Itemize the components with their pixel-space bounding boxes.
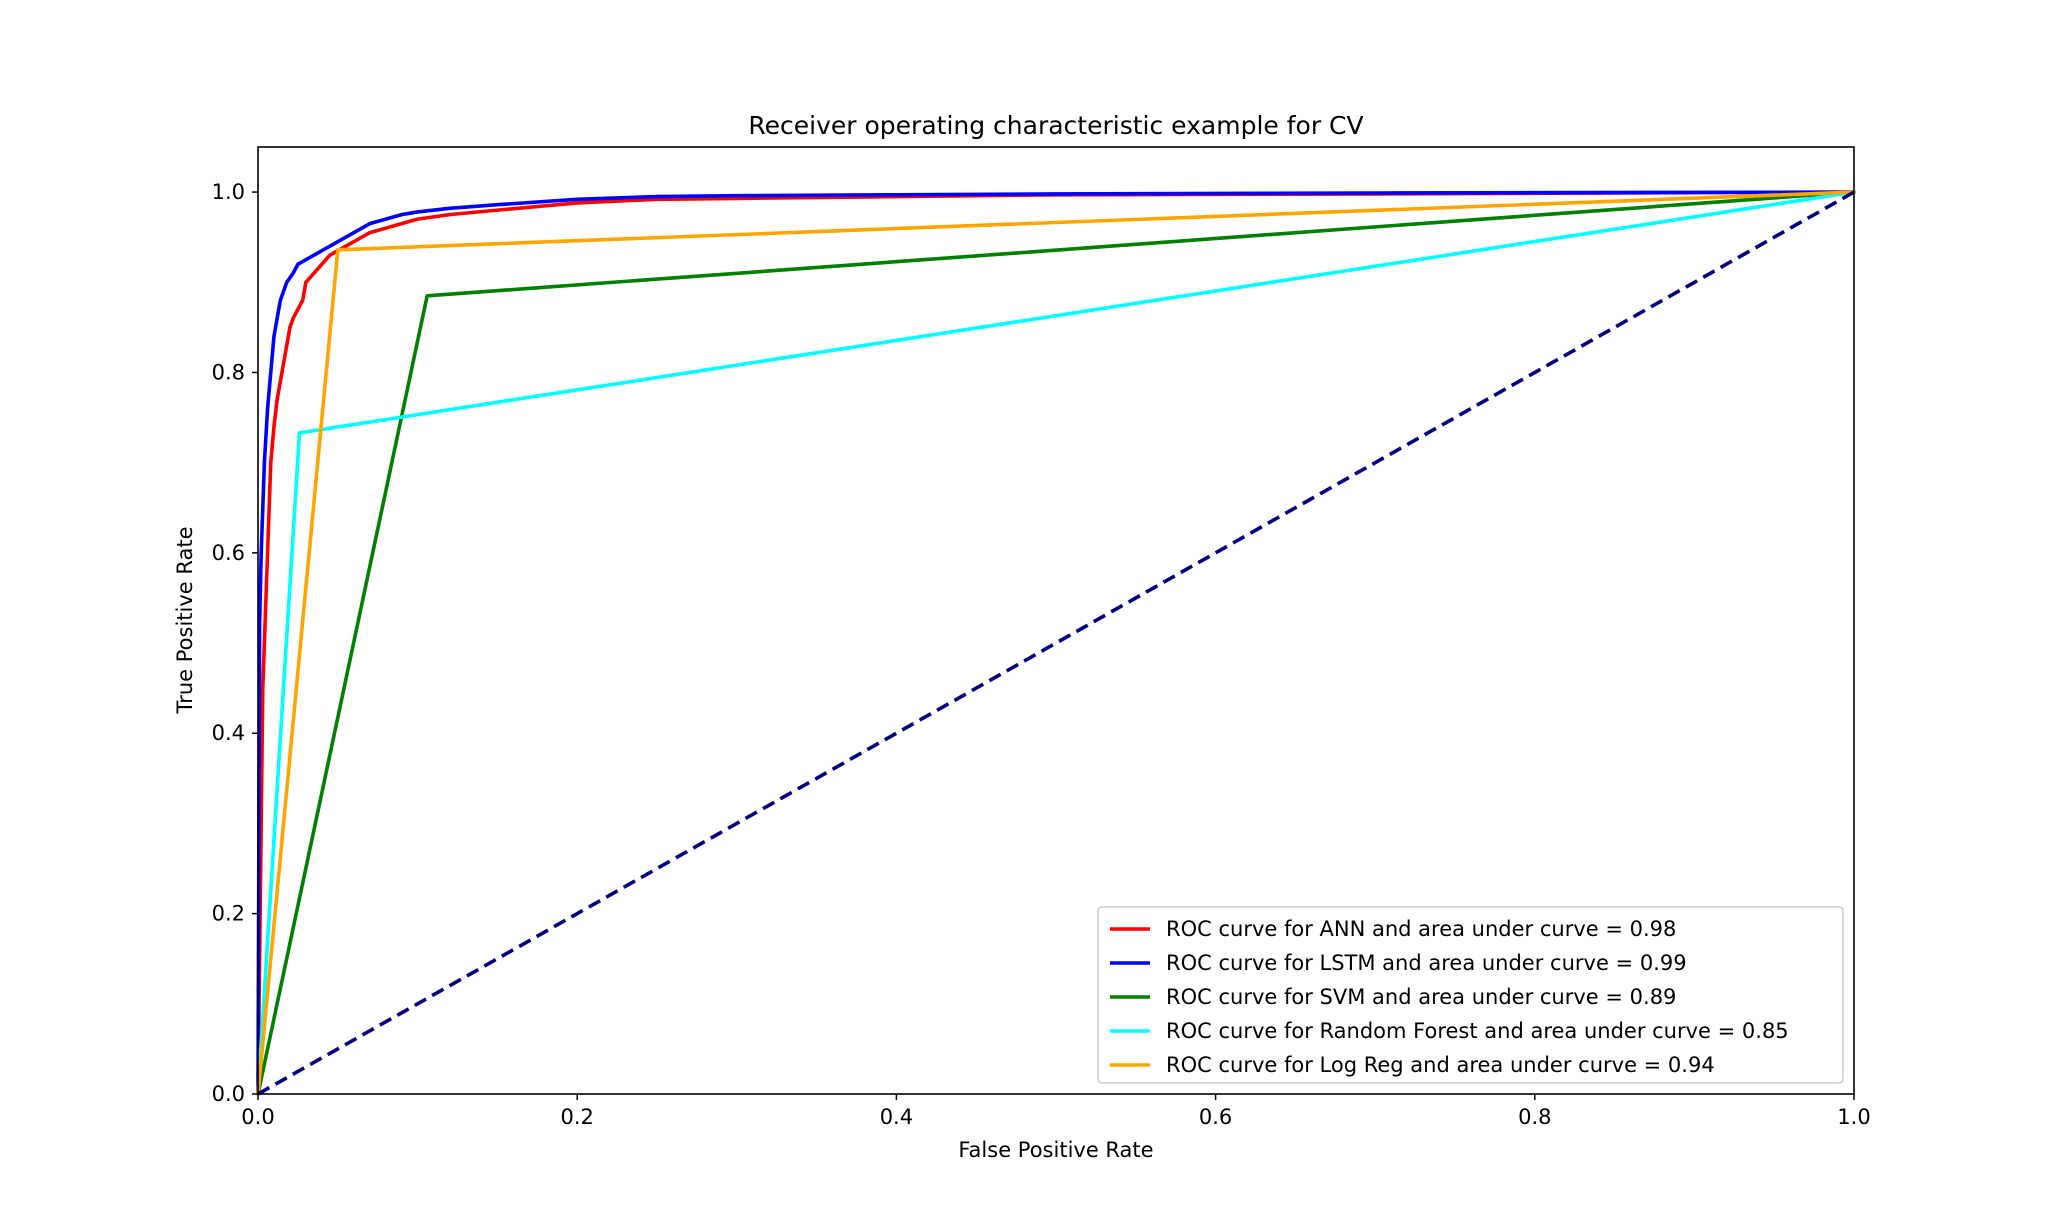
y-tick-label: 0.4 <box>212 721 245 745</box>
y-tick-label: 0.0 <box>212 1082 245 1106</box>
y-axis-label: True Positive Rate <box>173 526 197 714</box>
x-tick-label: 1.0 <box>1837 1105 1870 1129</box>
y-tick-label: 1.0 <box>212 180 245 204</box>
legend-box <box>1097 906 1844 1084</box>
plot-area <box>256 190 1856 1096</box>
legend-entry-label: ROC curve for LSTM and area under curve … <box>1166 951 1687 975</box>
x-axis-label: False Positive Rate <box>958 1138 1153 1162</box>
legend-items: ROC curve for ANN and area under curve =… <box>1110 917 1789 1077</box>
legend-entry-label: ROC curve for ANN and area under curve =… <box>1166 917 1676 941</box>
x-tick-label: 0.0 <box>241 1105 274 1129</box>
legend: ROC curve for ANN and area under curve =… <box>1097 906 1844 1084</box>
y-tick-label: 0.8 <box>212 360 245 384</box>
diagonal-reference-line <box>257 190 1855 1096</box>
series-line-2 <box>256 190 1856 1096</box>
x-tick-label: 0.2 <box>560 1105 593 1129</box>
legend-entry-label: ROC curve for SVM and area under curve =… <box>1166 985 1676 1009</box>
x-tick-label: 0.4 <box>880 1105 913 1129</box>
y-tick-label: 0.6 <box>212 541 245 565</box>
series-line-3 <box>256 190 1856 1096</box>
series-line-0 <box>256 190 1856 1096</box>
x-tick-label: 0.6 <box>1199 1105 1232 1129</box>
series-line-4 <box>256 190 1856 1096</box>
legend-entry-label: ROC curve for Random Forest and area und… <box>1166 1019 1789 1043</box>
plot-frame <box>257 146 1855 1095</box>
axis-ticks: 0.0 0.2 0.4 0.6 0.8 1.0 0.0 0.2 0.4 0.6 0.8 1.0 <box>212 180 1871 1129</box>
x-tick-label: 0.8 <box>1518 1105 1551 1129</box>
chart-title: Receiver operating characteristic exampl… <box>748 111 1363 140</box>
series-line-1 <box>256 190 1856 1096</box>
legend-entry-label: ROC curve for Log Reg and area under cur… <box>1166 1053 1715 1077</box>
y-tick-label: 0.2 <box>212 902 245 926</box>
